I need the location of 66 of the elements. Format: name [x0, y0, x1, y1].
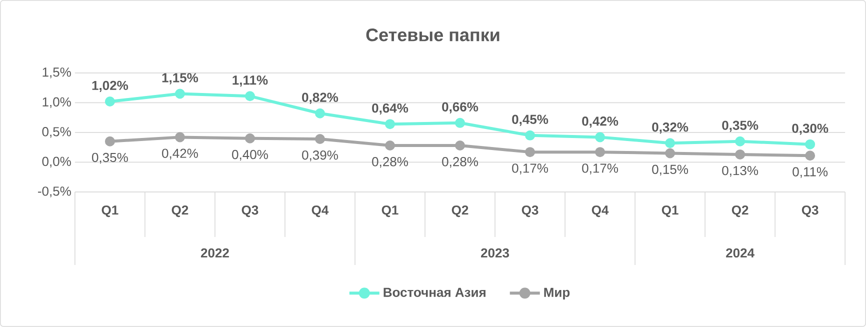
- data-label: 0,40%: [232, 150, 268, 161]
- point: [665, 148, 676, 158]
- x-tick-label: Q3: [242, 206, 258, 218]
- data-label: 1,02%: [92, 80, 128, 92]
- y-tick-label: 0,5%: [42, 127, 71, 138]
- data-label: 0,82%: [302, 92, 338, 104]
- data-label: 0,15%: [652, 164, 688, 176]
- x-tick-label: Q4: [592, 206, 609, 218]
- point: [314, 134, 325, 144]
- point: [174, 88, 185, 99]
- point: [455, 118, 466, 128]
- data-label: 1,11%: [232, 76, 268, 87]
- x-tick-label: Q2: [452, 206, 468, 218]
- chart-title: Сетевые папки: [366, 28, 500, 42]
- point: [384, 140, 395, 151]
- data-label: 0,11%: [792, 167, 828, 178]
- point: [244, 133, 255, 144]
- point: [104, 96, 115, 107]
- point: [384, 119, 395, 130]
- point: [805, 150, 816, 161]
- y-tick-label: 1,5%: [42, 68, 71, 78]
- x-tick-label: Q1: [662, 206, 678, 218]
- x-tick-label: Q2: [732, 206, 748, 218]
- text: 2024: [726, 248, 754, 258]
- data-label: 0,64%: [372, 104, 408, 115]
- point: [104, 136, 115, 146]
- point: [525, 130, 536, 140]
- point: [805, 139, 816, 150]
- data-label: 0,35%: [722, 120, 758, 132]
- point: [735, 136, 746, 146]
- point: [595, 132, 606, 142]
- x-tick-label: Q3: [522, 206, 538, 218]
- text: 2023: [481, 248, 509, 258]
- data-label: 1,15%: [162, 73, 198, 84]
- x-tick-label: Q3: [802, 206, 818, 218]
- legend-label: Мир: [544, 288, 570, 300]
- x-tick-label: Q1: [102, 206, 118, 218]
- data-label: 0,28%: [442, 157, 478, 168]
- point: [525, 147, 536, 158]
- data-label: 0,30%: [792, 124, 828, 135]
- x-tick-label: Q2: [172, 206, 188, 218]
- data-label: 0,39%: [302, 150, 338, 162]
- legend-label: Восточная Азия: [384, 288, 486, 298]
- point: [244, 91, 255, 102]
- y-tick-label: -0,5%: [38, 186, 71, 198]
- point: [455, 140, 466, 151]
- x-tick-label: Q4: [312, 206, 329, 218]
- point: [174, 132, 185, 142]
- data-label: 0,13%: [722, 166, 758, 177]
- data-label: 0,42%: [162, 148, 198, 160]
- data-label: 0,32%: [652, 122, 688, 134]
- data-label: 0,45%: [512, 114, 548, 126]
- data-label: 0,17%: [512, 164, 548, 174]
- point: [735, 150, 746, 160]
- data-label: 0,66%: [442, 102, 478, 114]
- y-tick-label: 0,0%: [42, 156, 71, 168]
- point: [314, 108, 325, 118]
- point: [665, 138, 676, 148]
- data-label: 0,28%: [372, 157, 408, 168]
- point: [595, 147, 606, 158]
- x-tick-label: Q1: [382, 206, 398, 218]
- text: 2022: [200, 248, 229, 258]
- data-label: 0,42%: [582, 116, 618, 128]
- y-tick-label: 1,0%: [42, 97, 71, 108]
- data-label: 0,17%: [582, 164, 618, 174]
- data-label: 0,35%: [92, 152, 128, 164]
